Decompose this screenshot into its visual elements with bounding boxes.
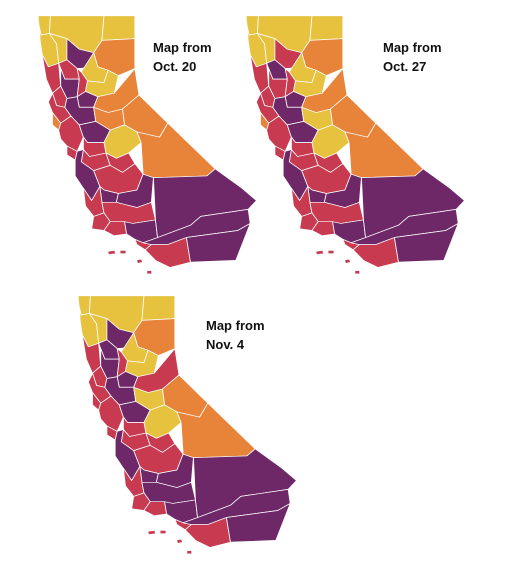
county-imperial <box>185 223 251 263</box>
county-san-diego <box>352 237 399 268</box>
county-san-diego <box>184 517 231 548</box>
channel-island-3 <box>136 259 143 264</box>
channel-island-1 <box>316 250 324 255</box>
channel-island-4 <box>187 550 192 554</box>
caption-line-2: Nov. 4 <box>206 337 245 352</box>
channel-island-4 <box>355 270 360 274</box>
county-kern <box>101 201 156 224</box>
caption-line-2: Oct. 20 <box>153 59 197 74</box>
county-ventura <box>103 221 128 237</box>
channel-island-1 <box>108 250 116 255</box>
california-county-map <box>245 15 465 274</box>
map-caption: Map from Oct. 27 <box>383 38 442 76</box>
channel-island-2 <box>160 530 166 534</box>
channel-island-2 <box>120 250 126 254</box>
california-county-map <box>77 295 297 554</box>
county-kern <box>309 201 364 224</box>
county-ventura <box>143 501 168 517</box>
map-caption: Map from Nov. 4 <box>206 316 265 354</box>
county-ventura <box>311 221 336 237</box>
map-caption: Map from Oct. 20 <box>153 38 212 76</box>
map-panel-oct-20 <box>36 14 260 276</box>
county-modoc <box>101 15 136 41</box>
channel-island-1 <box>148 530 156 535</box>
county-modoc <box>141 295 176 321</box>
caption-line-1: Map from <box>383 40 442 55</box>
channel-island-3 <box>176 539 183 544</box>
caption-line-1: Map from <box>206 318 265 333</box>
map-panel-oct-27 <box>244 14 468 276</box>
county-imperial <box>393 223 459 263</box>
caption-line-2: Oct. 27 <box>383 59 427 74</box>
county-imperial <box>225 503 291 543</box>
county-kern <box>141 481 196 504</box>
county-modoc <box>309 15 344 41</box>
california-county-map <box>37 15 257 274</box>
channel-island-2 <box>328 250 334 254</box>
map-panel-nov-4 <box>76 294 300 556</box>
channel-island-3 <box>344 259 351 264</box>
caption-line-1: Map from <box>153 40 212 55</box>
channel-island-4 <box>147 270 152 274</box>
county-san-diego <box>144 237 191 268</box>
